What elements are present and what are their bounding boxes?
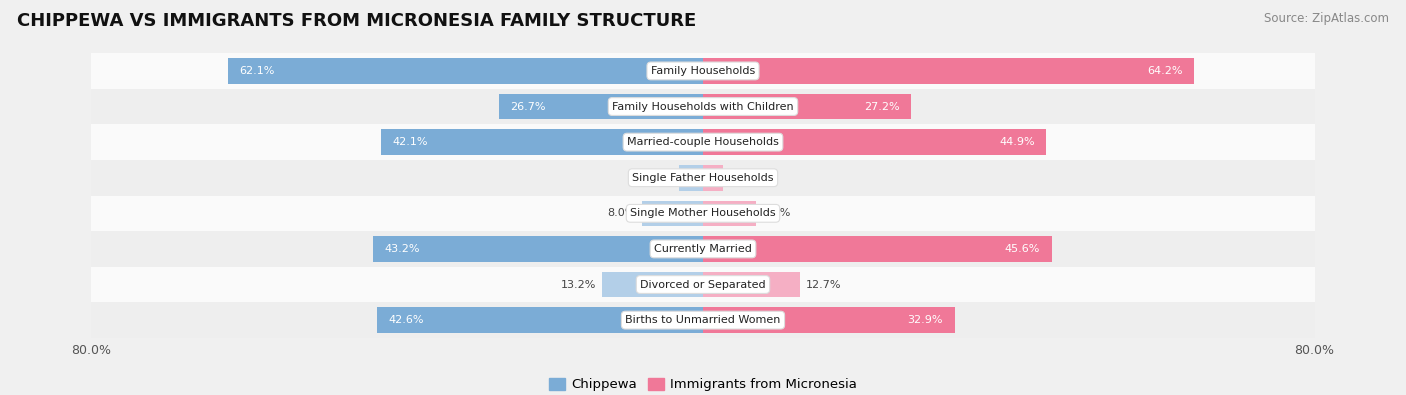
Text: 32.9%: 32.9%: [907, 315, 943, 325]
Text: Currently Married: Currently Married: [654, 244, 752, 254]
Text: Married-couple Households: Married-couple Households: [627, 137, 779, 147]
Text: Family Households: Family Households: [651, 66, 755, 76]
Text: 64.2%: 64.2%: [1147, 66, 1182, 76]
Text: 45.6%: 45.6%: [1005, 244, 1040, 254]
Bar: [641, 201, 703, 226]
Bar: [703, 94, 911, 119]
Bar: [703, 272, 800, 297]
Bar: [703, 201, 756, 226]
Text: 44.9%: 44.9%: [1000, 137, 1035, 147]
Text: 27.2%: 27.2%: [863, 102, 900, 111]
Text: 43.2%: 43.2%: [384, 244, 420, 254]
Bar: [703, 236, 1052, 262]
Bar: [703, 58, 1194, 84]
Text: Births to Unmarried Women: Births to Unmarried Women: [626, 315, 780, 325]
Bar: [377, 307, 703, 333]
Bar: [228, 58, 703, 84]
Bar: [499, 94, 703, 119]
Text: Source: ZipAtlas.com: Source: ZipAtlas.com: [1264, 12, 1389, 25]
Bar: [91, 89, 1315, 124]
Text: 42.1%: 42.1%: [392, 137, 427, 147]
Text: CHIPPEWA VS IMMIGRANTS FROM MICRONESIA FAMILY STRUCTURE: CHIPPEWA VS IMMIGRANTS FROM MICRONESIA F…: [17, 12, 696, 30]
Bar: [91, 302, 1315, 338]
Text: Single Mother Households: Single Mother Households: [630, 208, 776, 218]
Text: Single Father Households: Single Father Households: [633, 173, 773, 183]
Text: 2.6%: 2.6%: [728, 173, 758, 183]
Text: 26.7%: 26.7%: [510, 102, 546, 111]
Text: 8.0%: 8.0%: [607, 208, 636, 218]
Text: 6.9%: 6.9%: [762, 208, 790, 218]
Bar: [381, 129, 703, 155]
Bar: [703, 129, 1046, 155]
Text: 62.1%: 62.1%: [239, 66, 276, 76]
Bar: [91, 196, 1315, 231]
Bar: [91, 160, 1315, 196]
Bar: [91, 231, 1315, 267]
Bar: [91, 267, 1315, 302]
Text: 42.6%: 42.6%: [389, 315, 425, 325]
Bar: [679, 165, 703, 190]
Bar: [703, 165, 723, 190]
Text: 12.7%: 12.7%: [806, 280, 842, 290]
Bar: [602, 272, 703, 297]
Bar: [703, 307, 955, 333]
Text: Divorced or Separated: Divorced or Separated: [640, 280, 766, 290]
Legend: Chippewa, Immigrants from Micronesia: Chippewa, Immigrants from Micronesia: [544, 372, 862, 395]
Text: 3.1%: 3.1%: [645, 173, 673, 183]
Text: 13.2%: 13.2%: [561, 280, 596, 290]
Bar: [91, 124, 1315, 160]
Bar: [91, 53, 1315, 89]
Text: Family Households with Children: Family Households with Children: [612, 102, 794, 111]
Bar: [373, 236, 703, 262]
